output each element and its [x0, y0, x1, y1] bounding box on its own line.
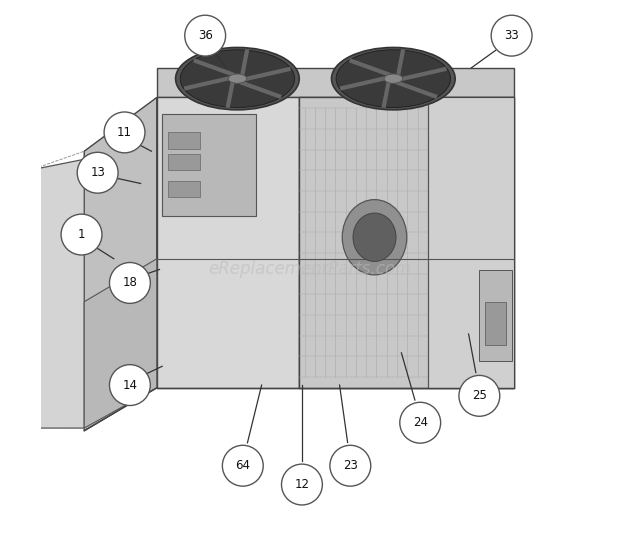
Ellipse shape: [180, 50, 294, 107]
Text: 18: 18: [123, 277, 138, 289]
Polygon shape: [157, 68, 515, 98]
Circle shape: [78, 153, 118, 193]
Text: 36: 36: [198, 29, 213, 42]
Text: 25: 25: [472, 389, 487, 402]
Polygon shape: [167, 154, 200, 170]
Polygon shape: [162, 114, 256, 216]
Polygon shape: [167, 181, 200, 197]
Polygon shape: [299, 98, 515, 388]
Polygon shape: [428, 98, 515, 388]
Ellipse shape: [342, 199, 407, 275]
Ellipse shape: [228, 74, 247, 84]
Circle shape: [400, 402, 441, 443]
Polygon shape: [485, 302, 506, 345]
Text: 13: 13: [90, 166, 105, 179]
Circle shape: [491, 15, 532, 56]
Circle shape: [61, 214, 102, 255]
Text: eReplacementParts.com: eReplacementParts.com: [208, 260, 412, 279]
Text: 1: 1: [78, 228, 86, 241]
Polygon shape: [299, 98, 515, 388]
Text: 24: 24: [413, 416, 428, 429]
Circle shape: [223, 445, 264, 486]
Circle shape: [281, 464, 322, 505]
Text: 33: 33: [504, 29, 519, 42]
Text: 11: 11: [117, 126, 132, 139]
Ellipse shape: [353, 213, 396, 261]
Circle shape: [110, 262, 150, 303]
Text: 14: 14: [122, 378, 138, 392]
Ellipse shape: [336, 50, 451, 107]
Text: 64: 64: [236, 459, 250, 472]
Circle shape: [110, 365, 150, 405]
Polygon shape: [157, 98, 299, 388]
Polygon shape: [84, 259, 157, 428]
Text: 12: 12: [294, 478, 309, 491]
Circle shape: [459, 375, 500, 416]
Circle shape: [330, 445, 371, 486]
Ellipse shape: [175, 47, 299, 110]
Polygon shape: [30, 160, 84, 428]
Polygon shape: [167, 133, 200, 149]
Circle shape: [104, 112, 145, 153]
Text: 23: 23: [343, 459, 358, 472]
Ellipse shape: [332, 47, 455, 110]
Polygon shape: [479, 270, 511, 361]
Ellipse shape: [384, 74, 402, 84]
Circle shape: [185, 15, 226, 56]
Polygon shape: [84, 98, 157, 431]
